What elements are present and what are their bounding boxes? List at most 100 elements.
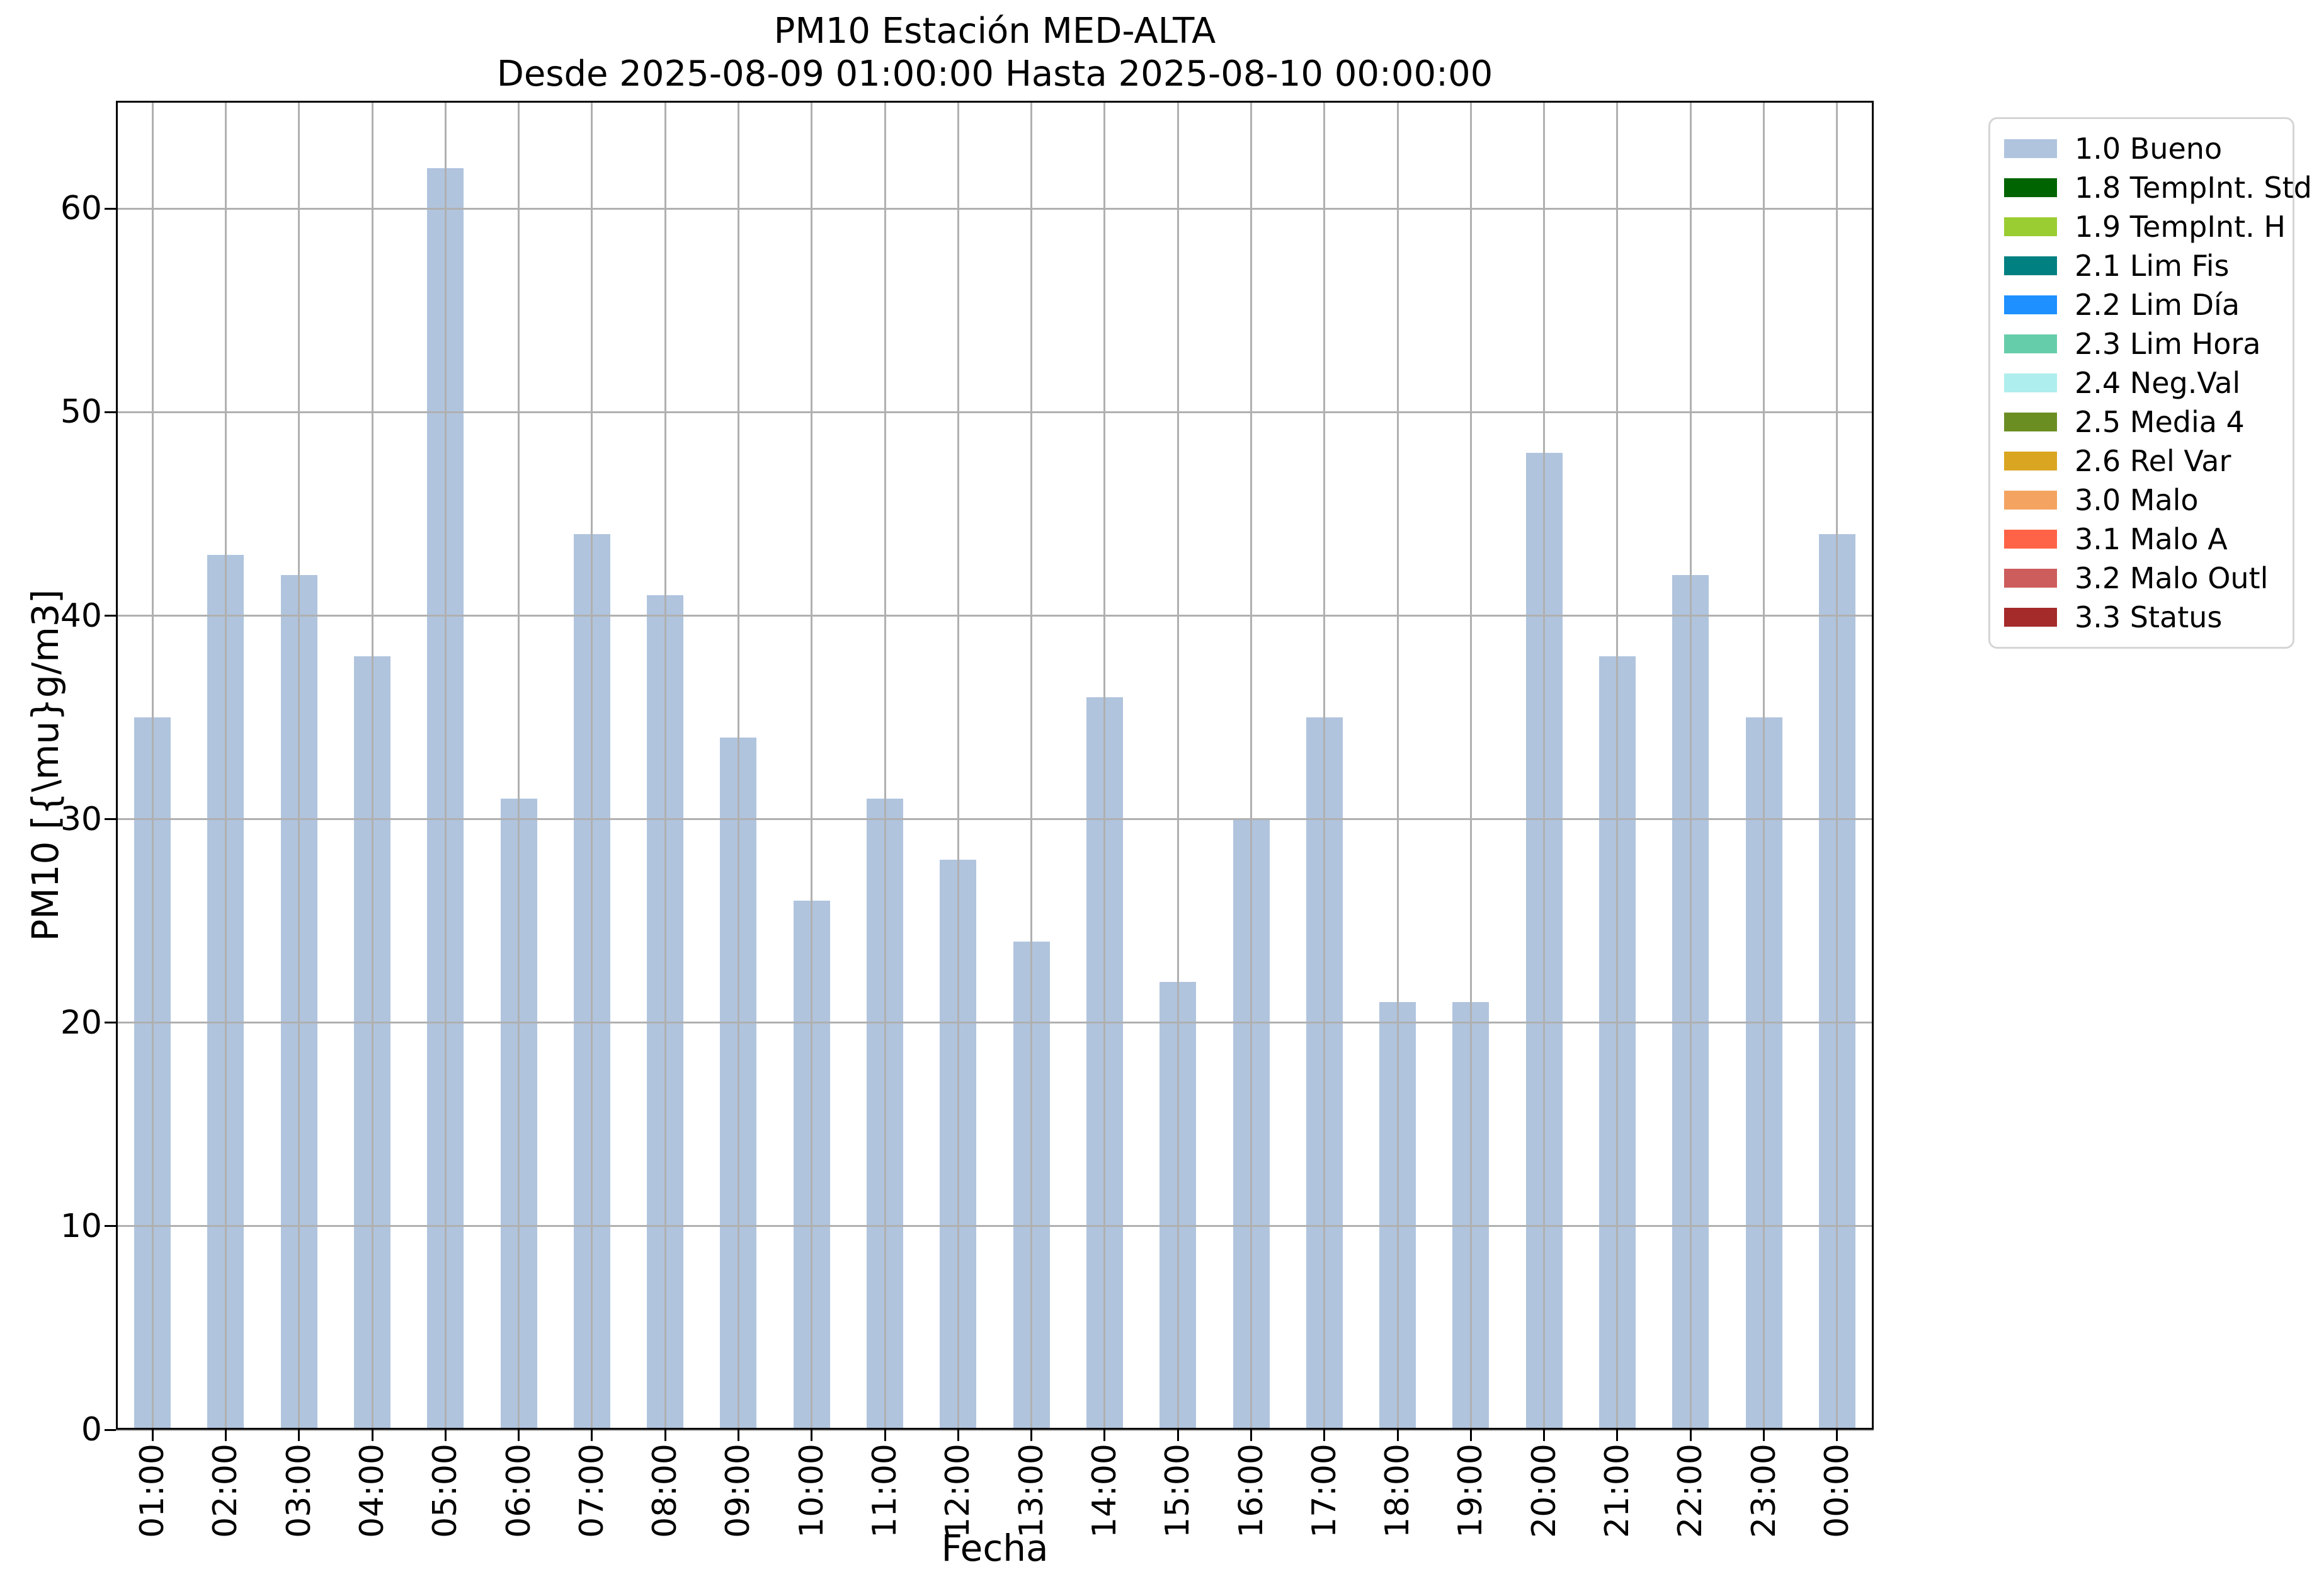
x-tick — [1177, 1430, 1179, 1441]
grid-line-v — [1250, 101, 1253, 1430]
x-tick-label: 22:00 — [1672, 1444, 1710, 1538]
legend-swatch — [2004, 217, 2057, 236]
grid-line-v — [737, 101, 739, 1430]
x-tick-label: 02:00 — [207, 1444, 245, 1538]
legend-entry: 2.2 Lim Día — [1990, 285, 2293, 324]
x-tick-label: 14:00 — [1085, 1444, 1124, 1538]
x-tick-label: 10:00 — [792, 1444, 831, 1538]
x-tick — [1836, 1430, 1838, 1441]
legend-swatch — [2004, 452, 2057, 470]
x-tick-label: 05:00 — [426, 1444, 465, 1538]
x-tick — [737, 1430, 739, 1441]
x-tick-label: 12:00 — [939, 1444, 977, 1538]
x-tick-label: 09:00 — [719, 1444, 758, 1538]
x-tick — [1469, 1430, 1472, 1441]
legend-entry: 2.1 Lim Fis — [1990, 246, 2293, 285]
grid-line-v — [371, 101, 373, 1430]
legend-swatch — [2004, 569, 2057, 588]
legend-entry-label: 3.1 Malo A — [2075, 522, 2228, 556]
legend-entry: 3.3 Status — [1990, 598, 2293, 637]
grid-line-v — [1616, 101, 1619, 1430]
grid-line-v — [811, 101, 813, 1430]
x-tick-label: 11:00 — [866, 1444, 904, 1538]
grid-line-h — [116, 1428, 1874, 1431]
legend-swatch — [2004, 295, 2057, 314]
x-tick — [591, 1430, 593, 1441]
legend-swatch — [2004, 178, 2057, 197]
x-tick — [151, 1430, 154, 1441]
grid-line-v — [1103, 101, 1106, 1430]
y-tick — [105, 818, 116, 821]
chart-title-block: PM10 Estación MED-ALTA Desde 2025-08-09 … — [116, 10, 1874, 96]
grid-line-v — [298, 101, 300, 1430]
grid-line-v — [1763, 101, 1765, 1430]
y-tick-label: 0 — [81, 1411, 102, 1449]
y-tick-label: 20 — [60, 1003, 102, 1042]
grid-line-v — [664, 101, 666, 1430]
legend-entry: 2.3 Lim Hora — [1990, 324, 2293, 363]
legend-entry: 3.2 Malo Outl — [1990, 559, 2293, 598]
x-tick — [1323, 1430, 1326, 1441]
y-tick — [105, 1225, 116, 1228]
y-tick-label: 50 — [60, 393, 102, 431]
legend-swatch — [2004, 373, 2057, 392]
grid-line-v — [957, 101, 959, 1430]
legend: 1.0 Bueno 1.8 TempInt. Std 1.9 TempInt. H 2… — [1988, 117, 2312, 649]
legend-entry: 3.1 Malo A — [1990, 520, 2293, 559]
legend-swatch — [2004, 334, 2057, 353]
legend-swatch — [2004, 413, 2057, 431]
x-tick — [1616, 1430, 1619, 1441]
grid-line-h — [116, 1022, 1874, 1024]
grid-line-v — [1030, 101, 1033, 1430]
x-tick-label: 08:00 — [646, 1444, 685, 1538]
chart-title: PM10 Estación MED-ALTA — [773, 11, 1216, 52]
y-tick-label: 30 — [60, 800, 102, 838]
y-tick-label: 10 — [60, 1207, 102, 1245]
grid-line-h — [116, 818, 1874, 821]
legend-entry-label: 1.9 TempInt. H — [2075, 210, 2286, 244]
x-tick-label: 01:00 — [134, 1444, 172, 1538]
legend-entry: 2.5 Media 4 — [1990, 402, 2293, 442]
x-tick-label: 15:00 — [1159, 1444, 1197, 1538]
grid-line-v — [1469, 101, 1472, 1430]
x-tick-label: 07:00 — [573, 1444, 611, 1538]
x-tick — [1103, 1430, 1106, 1441]
x-tick — [518, 1430, 520, 1441]
x-tick — [1689, 1430, 1692, 1441]
grid-line-v — [1543, 101, 1546, 1430]
x-tick — [224, 1430, 227, 1441]
grid-line-h — [116, 411, 1874, 413]
plot-area — [116, 101, 1874, 1431]
legend-entry-label: 3.0 Malo — [2075, 483, 2199, 517]
grid-line-v — [884, 101, 886, 1430]
y-tick-label: 60 — [60, 190, 102, 228]
legend-swatch — [2004, 491, 2057, 510]
x-tick — [664, 1430, 666, 1441]
x-tick — [957, 1430, 959, 1441]
x-tick-label: 18:00 — [1379, 1444, 1417, 1538]
legend-entry-label: 2.3 Lim Hora — [2075, 327, 2261, 361]
x-tick-label: 16:00 — [1232, 1444, 1270, 1538]
x-tick — [1250, 1430, 1253, 1441]
legend-entry: 2.4 Neg.Val — [1990, 363, 2293, 402]
legend-entry: 2.6 Rel Var — [1990, 442, 2293, 481]
grid-line-v — [1323, 101, 1326, 1430]
x-tick — [1543, 1430, 1546, 1441]
legend-entry: 3.0 Malo — [1990, 481, 2293, 520]
legend-entry-label: 1.8 TempInt. Std — [2075, 171, 2312, 205]
grid-line-v — [151, 101, 154, 1430]
y-tick — [105, 411, 116, 413]
legend-entry-label: 2.6 Rel Var — [2075, 444, 2231, 478]
x-tick — [1396, 1430, 1399, 1441]
x-tick — [1030, 1430, 1033, 1441]
grid-line-v — [1689, 101, 1692, 1430]
x-tick-label: 06:00 — [499, 1444, 538, 1538]
x-tick-label: 21:00 — [1598, 1444, 1636, 1538]
x-tick — [298, 1430, 300, 1441]
legend-entry-label: 3.2 Malo Outl — [2075, 561, 2269, 595]
legend-entry-label: 2.5 Media 4 — [2075, 405, 2245, 439]
legend-entry: 1.9 TempInt. H — [1990, 207, 2293, 246]
grid-line-h — [116, 615, 1874, 617]
y-axis-label: PM10 [{\mu}g/m3] — [24, 589, 67, 942]
